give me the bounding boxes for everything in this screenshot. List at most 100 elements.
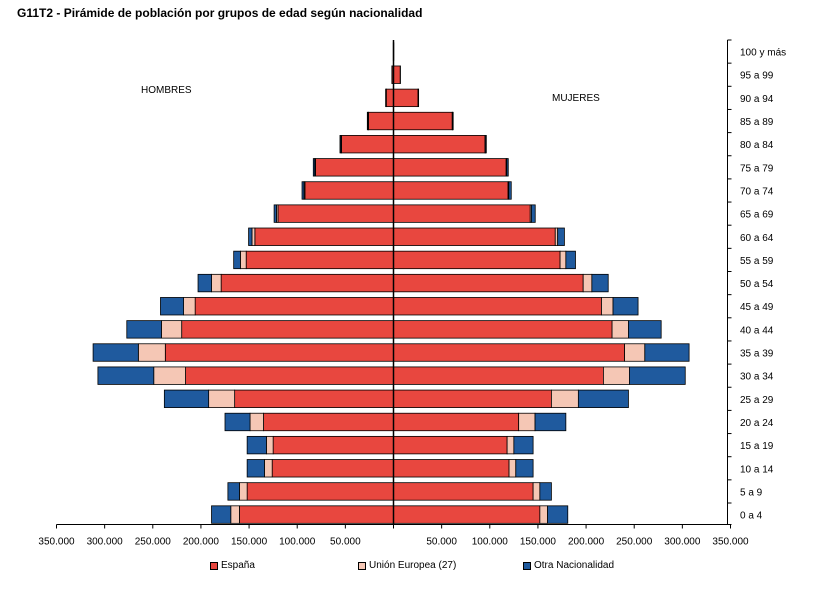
bar-mujeres-otra-nacionalidad-25-a-29 bbox=[577, 389, 629, 408]
bar-mujeres-otra-nacionalidad-40-a-44 bbox=[628, 320, 662, 339]
x-tick-label-right-350000: 350.000 bbox=[712, 537, 749, 548]
bar-mujeres-otra-nacionalidad-50-a-54 bbox=[591, 273, 609, 293]
bar-hombres-union-europea-27-40-a-44 bbox=[161, 320, 183, 339]
bar-mujeres-union-europea-27-5-a-9 bbox=[532, 482, 541, 501]
bar-hombres-otra-nacionalidad-50-a-54 bbox=[197, 273, 212, 293]
bar-hombres-espana-60-a-64 bbox=[254, 227, 394, 246]
bar-hombres-espana-50-a-54 bbox=[220, 273, 394, 293]
bar-mujeres-espana-10-a-14 bbox=[393, 459, 510, 478]
y-tick-label-90-a-94: 90 a 94 bbox=[740, 94, 774, 105]
bar-mujeres-otra-nacionalidad-75-a-79 bbox=[506, 158, 509, 177]
bar-mujeres-otra-nacionalidad-45-a-49 bbox=[612, 297, 639, 316]
bar-hombres-espana-15-a-19 bbox=[272, 435, 394, 455]
bar-hombres-espana-30-a-34 bbox=[185, 366, 394, 385]
bar-mujeres-espana-85-a-89 bbox=[393, 111, 453, 131]
legend-label-espana: España bbox=[221, 560, 255, 571]
bar-hombres-union-europea-27-30-a-34 bbox=[153, 366, 186, 385]
bar-mujeres-otra-nacionalidad-55-a-59 bbox=[565, 250, 576, 270]
x-tick-label-right-100000: 100.000 bbox=[472, 537, 509, 548]
y-tick-label-0-a-4: 0 a 4 bbox=[740, 511, 763, 522]
x-tick-label-left-200000: 200.000 bbox=[183, 537, 220, 548]
bar-hombres-otra-nacionalidad-25-a-29 bbox=[163, 389, 210, 408]
bar-hombres-otra-nacionalidad-80-a-84 bbox=[339, 135, 342, 154]
x-tick-label-right-250000: 250.000 bbox=[616, 537, 653, 548]
bar-mujeres-espana-35-a-39 bbox=[393, 343, 625, 362]
chart-title: G11T2 - Pirámide de población por grupos… bbox=[17, 6, 423, 20]
bar-mujeres-espana-0-a-4 bbox=[393, 505, 541, 524]
bar-mujeres-espana-90-a-94 bbox=[393, 88, 419, 108]
bar-mujeres-espana-70-a-74 bbox=[393, 181, 509, 200]
bar-hombres-union-europea-27-55-a-59 bbox=[240, 250, 247, 270]
bar-mujeres-union-europea-27-10-a-14 bbox=[508, 459, 517, 478]
bar-hombres-otra-nacionalidad-0-a-4 bbox=[211, 505, 232, 524]
bar-hombres-espana-80-a-84 bbox=[341, 135, 394, 154]
legend-label-ue: Unión Europea (27) bbox=[369, 560, 457, 571]
bar-hombres-union-europea-27-50-a-54 bbox=[211, 273, 222, 293]
x-tick-label-left-100000: 100.000 bbox=[279, 537, 316, 548]
bar-mujeres-union-europea-27-25-a-29 bbox=[551, 389, 579, 408]
bar-mujeres-otra-nacionalidad-30-a-34 bbox=[629, 366, 686, 385]
bar-hombres-union-europea-27-10-a-14 bbox=[264, 459, 273, 478]
bar-mujeres-espana-65-a-69 bbox=[393, 204, 531, 223]
bar-hombres-otra-nacionalidad-30-a-34 bbox=[97, 366, 155, 385]
bar-hombres-otra-nacionalidad-15-a-19 bbox=[246, 435, 267, 455]
bar-mujeres-union-europea-27-35-a-39 bbox=[624, 343, 646, 362]
bar-mujeres-otra-nacionalidad-85-a-89 bbox=[452, 111, 454, 131]
bar-mujeres-otra-nacionalidad-20-a-24 bbox=[534, 412, 567, 432]
bar-mujeres-otra-nacionalidad-0-a-4 bbox=[547, 505, 569, 524]
x-tick-label-right-200000: 200.000 bbox=[568, 537, 605, 548]
bar-mujeres-otra-nacionalidad-15-a-19 bbox=[513, 435, 534, 455]
bar-hombres-espana-75-a-79 bbox=[315, 158, 394, 177]
legend-label-otra: Otra Nacionalidad bbox=[534, 560, 615, 571]
bar-mujeres-otra-nacionalidad-65-a-69 bbox=[530, 204, 536, 223]
y-tick-label-80-a-84: 80 a 84 bbox=[740, 140, 774, 151]
y-tick-label-20-a-24: 20 a 24 bbox=[740, 418, 774, 429]
bar-mujeres-union-europea-27-50-a-54 bbox=[582, 273, 593, 293]
bar-hombres-otra-nacionalidad-75-a-79 bbox=[312, 158, 316, 177]
x-tick-label-left-50000: 50.000 bbox=[330, 537, 361, 548]
bar-mujeres-espana-25-a-29 bbox=[393, 389, 552, 408]
bar-hombres-union-europea-27-5-a-9 bbox=[239, 482, 248, 501]
y-tick-label-10-a-14: 10 a 14 bbox=[740, 464, 774, 475]
bar-mujeres-espana-55-a-59 bbox=[393, 250, 561, 270]
bar-hombres-espana-65-a-69 bbox=[277, 204, 394, 223]
bar-mujeres-otra-nacionalidad-5-a-9 bbox=[539, 482, 552, 501]
bar-mujeres-espana-95-a-99 bbox=[393, 65, 401, 84]
bar-hombres-espana-90-a-94 bbox=[385, 88, 394, 108]
bar-hombres-union-europea-27-60-a-64 bbox=[251, 227, 256, 246]
bar-hombres-espana-55-a-59 bbox=[245, 250, 394, 270]
bar-mujeres-otra-nacionalidad-35-a-39 bbox=[644, 343, 690, 362]
y-tick-label-30-a-34: 30 a 34 bbox=[740, 372, 774, 383]
bar-hombres-espana-70-a-74 bbox=[304, 181, 394, 200]
legend-swatch-ue bbox=[358, 561, 366, 570]
bar-hombres-espana-85-a-89 bbox=[368, 111, 394, 131]
bar-hombres-espana-0-a-4 bbox=[239, 505, 394, 524]
axes-layer: 100 y más 95 a 99 90 a 94 85 a 89 80 a 84 75 … bbox=[38, 39, 786, 548]
bar-hombres-espana-5-a-9 bbox=[246, 482, 394, 501]
group-label-hombres: HOMBRES bbox=[141, 85, 192, 96]
y-tick-label-65-a-69: 65 a 69 bbox=[740, 210, 774, 221]
y-tick-label-85-a-89: 85 a 89 bbox=[740, 117, 774, 128]
bar-mujeres-union-europea-27-15-a-19 bbox=[506, 435, 515, 455]
bar-mujeres-espana-75-a-79 bbox=[393, 158, 507, 177]
y-tick-label-95-a-99: 95 a 99 bbox=[740, 71, 774, 82]
legend-item-otra: Otra Nacionalidad bbox=[523, 560, 614, 571]
y-tick-label-70-a-74: 70 a 74 bbox=[740, 186, 774, 197]
bar-hombres-union-europea-27-0-a-4 bbox=[230, 505, 240, 524]
y-tick-label-100-y-mas: 100 y más bbox=[740, 48, 786, 59]
bar-hombres-espana-25-a-29 bbox=[234, 389, 394, 408]
bar-mujeres-otra-nacionalidad-10-a-14 bbox=[515, 459, 534, 478]
bar-hombres-union-europea-27-45-a-49 bbox=[183, 297, 196, 316]
y-tick-label-55-a-59: 55 a 59 bbox=[740, 256, 774, 267]
bar-hombres-otra-nacionalidad-10-a-14 bbox=[246, 459, 265, 478]
y-tick-label-75-a-79: 75 a 79 bbox=[740, 163, 774, 174]
x-tick-label-left-300000: 300.000 bbox=[87, 537, 124, 548]
y-tick-label-5-a-9: 5 a 9 bbox=[740, 487, 763, 498]
bar-hombres-espana-20-a-24 bbox=[263, 412, 394, 432]
bar-hombres-union-europea-27-35-a-39 bbox=[137, 343, 166, 362]
bar-hombres-otra-nacionalidad-55-a-59 bbox=[233, 250, 241, 270]
bar-hombres-otra-nacionalidad-5-a-9 bbox=[227, 482, 240, 501]
y-tick-label-25-a-29: 25 a 29 bbox=[740, 395, 774, 406]
bar-mujeres-espana-5-a-9 bbox=[393, 482, 534, 501]
